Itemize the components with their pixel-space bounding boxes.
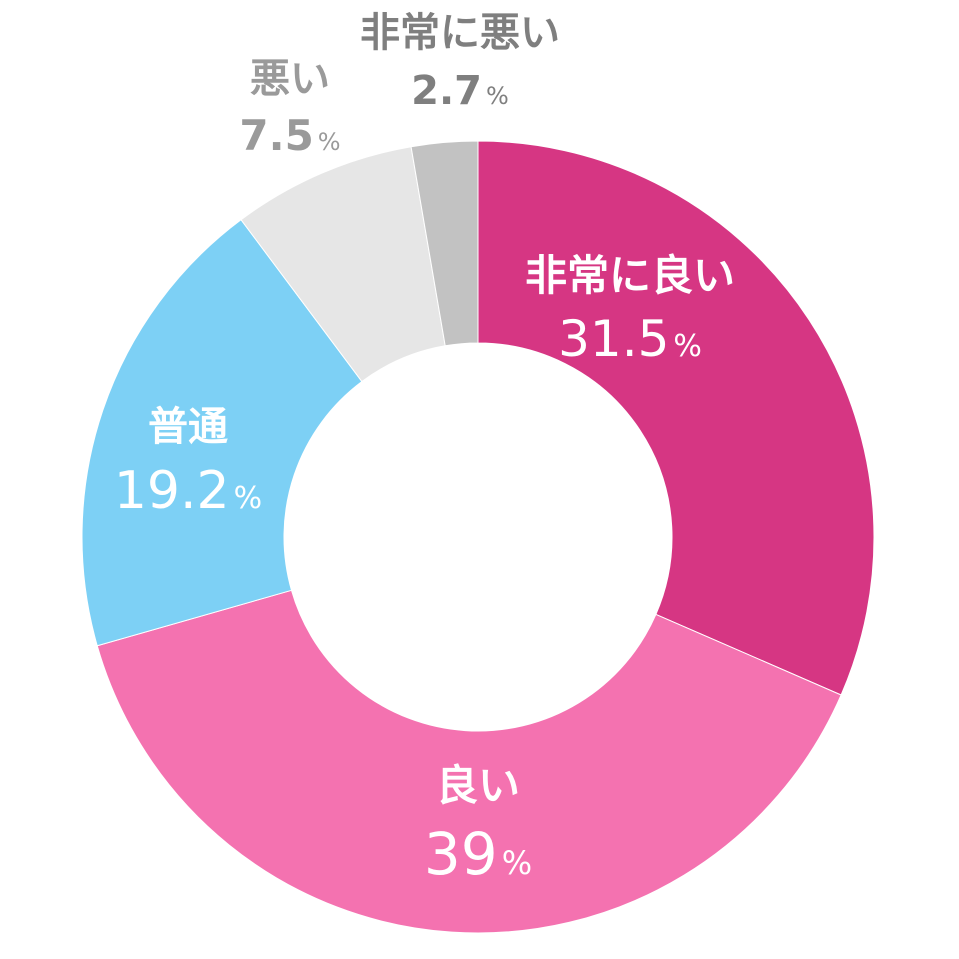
slice-value-1: 39% xyxy=(424,820,532,888)
slice-0 xyxy=(477,140,875,696)
slice-label-4: 非常に悪い xyxy=(360,10,560,56)
slice-value-4: 2.7% xyxy=(411,68,509,114)
slice-1 xyxy=(96,589,842,934)
chart-slices xyxy=(81,140,875,934)
slice-2 xyxy=(81,219,363,647)
slice-label-1: 良い xyxy=(436,761,520,810)
slice-4 xyxy=(410,140,479,347)
slice-label-3: 悪い xyxy=(250,56,330,102)
slice-label-0: 非常に良い xyxy=(525,251,735,300)
chart-labels: 非常に良い 31.5 % 良い 39 % 普通 19.2 % 悪い 7.5 % 非常に悪い 2.7% xyxy=(114,10,735,888)
slice-value-3: 7.5% xyxy=(239,111,340,160)
slice-label-2: 普通 xyxy=(148,404,228,450)
slice-value-0: 31.5% xyxy=(558,310,702,368)
slice-value-2: 19.2% xyxy=(114,461,262,521)
